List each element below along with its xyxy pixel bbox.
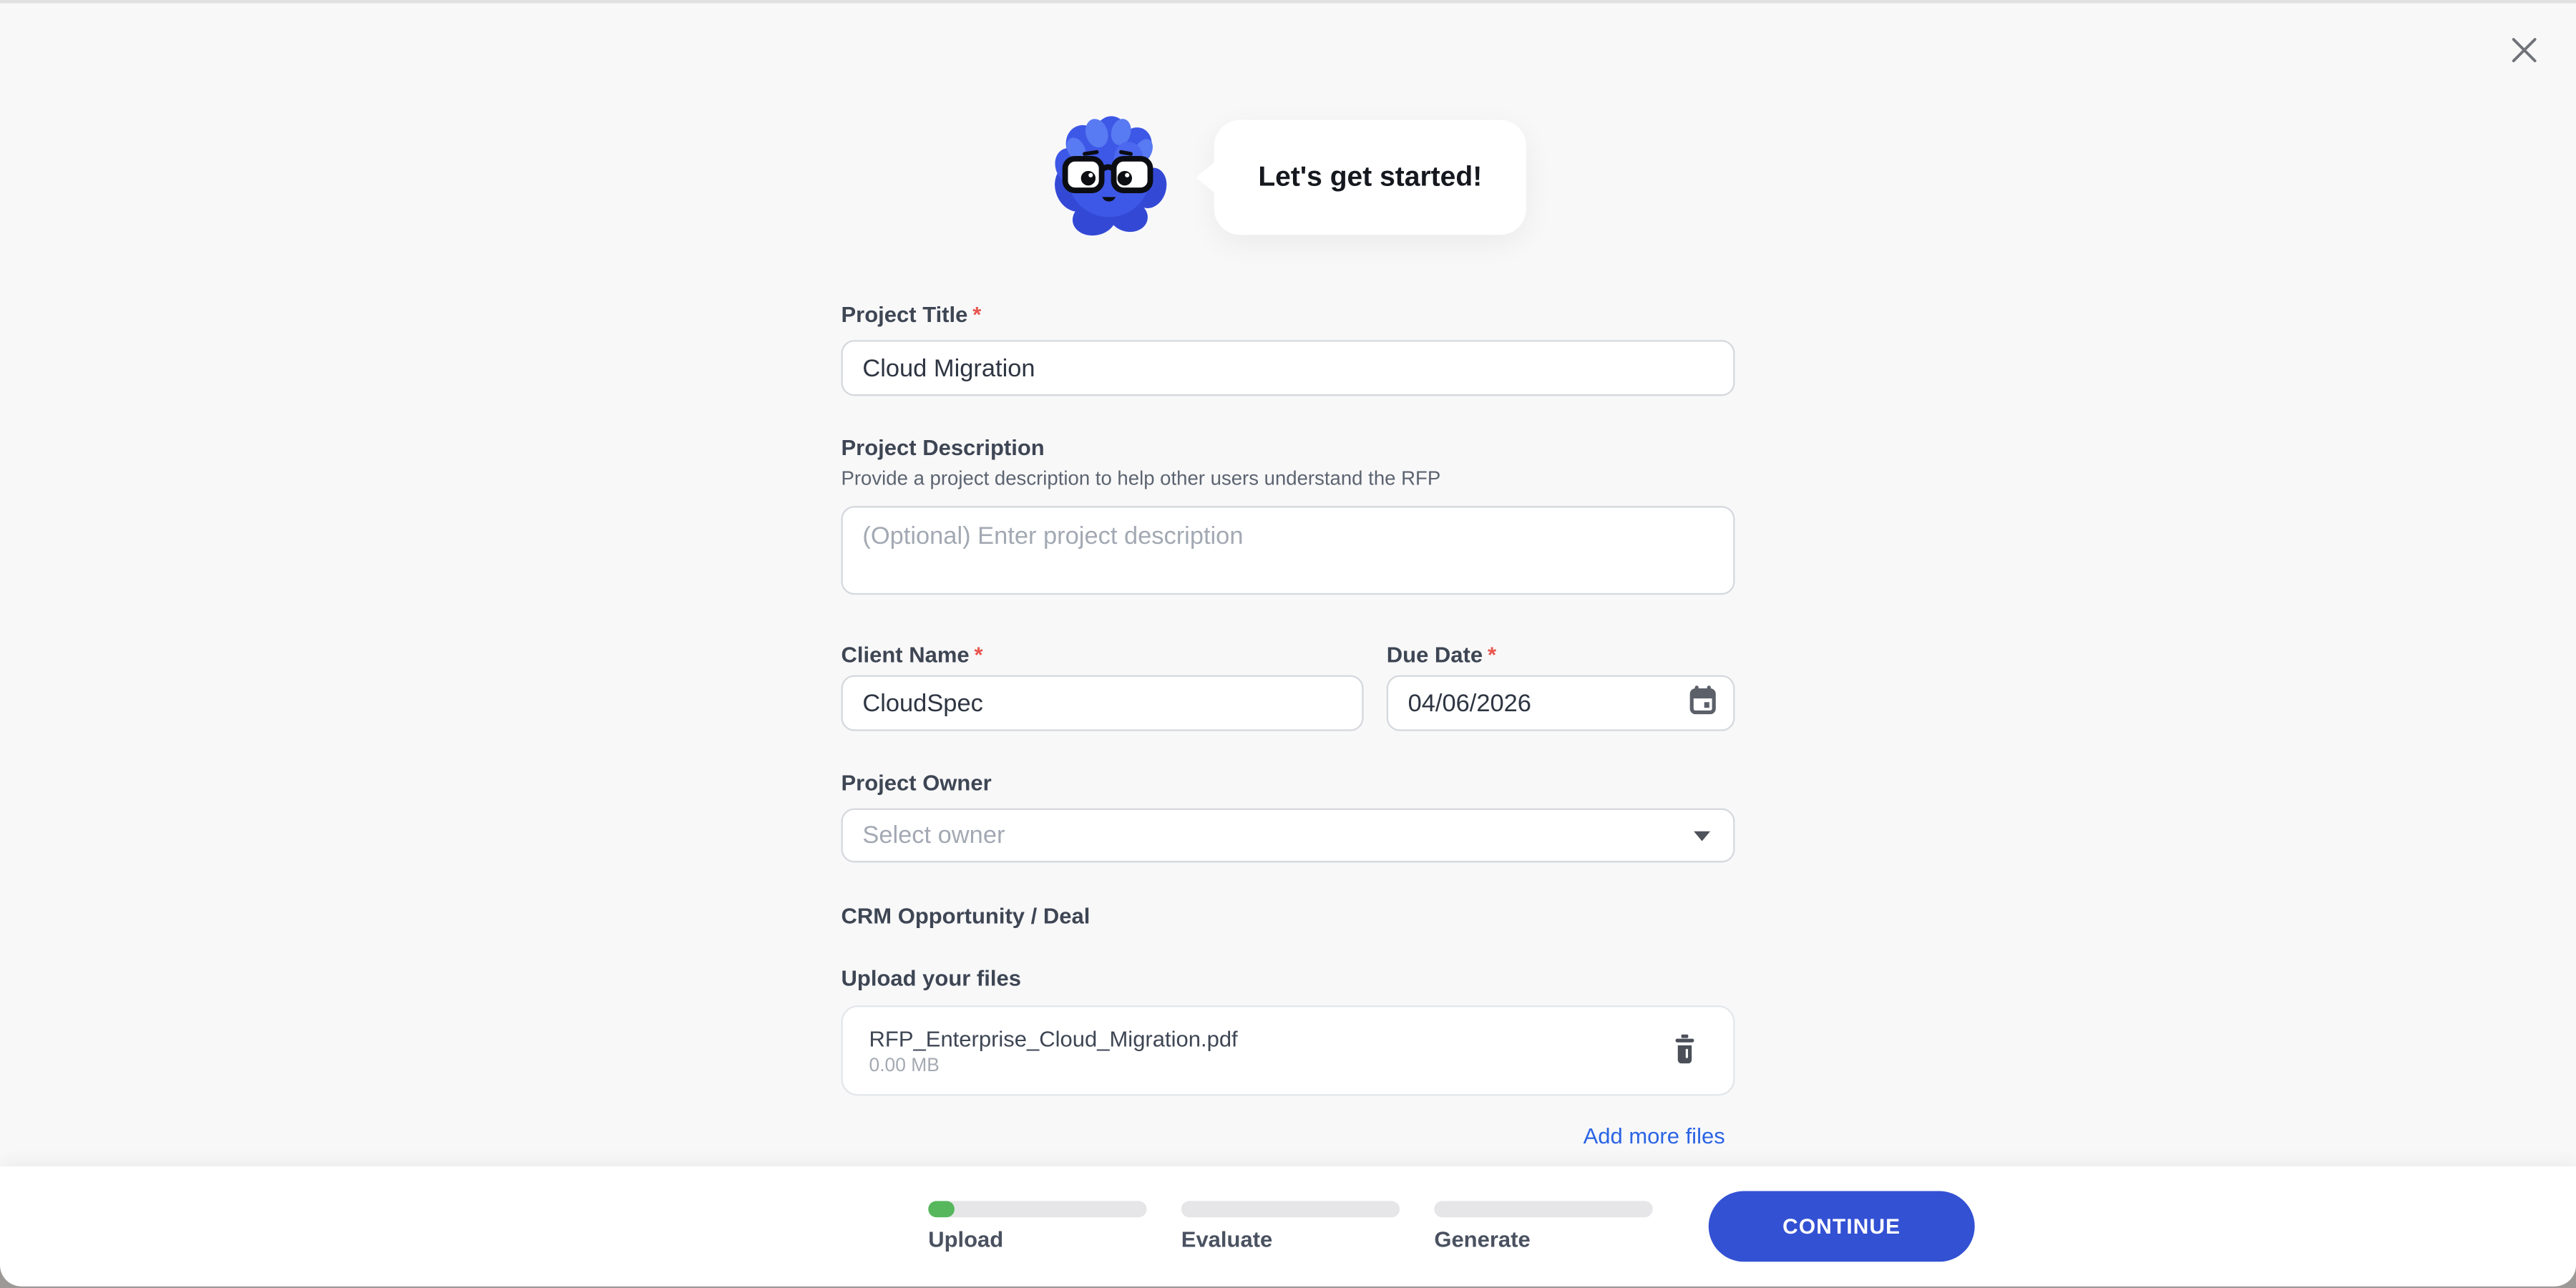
client-name-input[interactable] — [841, 675, 1364, 731]
delete-file-button[interactable] — [1661, 1028, 1707, 1073]
uploaded-file-item: RFP_Enterprise_Cloud_Migration.pdf 0.00 … — [841, 1005, 1735, 1096]
assistant-intro: Let's get started! — [1048, 105, 1526, 248]
project-owner-placeholder: Select owner — [862, 821, 1005, 849]
file-name: RFP_Enterprise_Cloud_Migration.pdf — [869, 1025, 1238, 1051]
close-icon — [2509, 36, 2537, 69]
required-marker: * — [972, 302, 982, 327]
crm-opportunity-label: CRM Opportunity / Deal — [841, 903, 1091, 929]
project-description-label: Project Description — [841, 435, 1045, 460]
step-evaluate-bar — [1181, 1201, 1400, 1218]
project-title-input[interactable] — [841, 340, 1735, 396]
close-button[interactable] — [2494, 23, 2553, 82]
add-more-files-link[interactable]: Add more files — [1583, 1123, 1725, 1148]
greeting-text: Let's get started! — [1258, 160, 1483, 192]
step-generate-label: Generate — [1434, 1227, 1531, 1252]
step-evaluate: Evaluate — [1181, 1201, 1400, 1252]
speech-bubble: Let's get started! — [1196, 119, 1526, 235]
project-description-textarea[interactable] — [841, 506, 1735, 595]
project-owner-select[interactable]: Select owner — [841, 808, 1735, 863]
window-top-edge — [0, 0, 2576, 4]
dialog-footer: Upload Evaluate Generate CONTINUE — [0, 1166, 2576, 1287]
file-meta: RFP_Enterprise_Cloud_Migration.pdf 0.00 … — [869, 1025, 1662, 1077]
chevron-down-icon — [1694, 830, 1711, 841]
mascot-icon — [1048, 105, 1170, 248]
trash-icon — [1670, 1033, 1698, 1069]
project-description-helper: Provide a project description to help ot… — [841, 467, 1441, 490]
upload-files-label: Upload your files — [841, 966, 1021, 991]
project-form: Project Title* Project Description Provi… — [841, 301, 1735, 1151]
step-evaluate-label: Evaluate — [1181, 1227, 1273, 1252]
calendar-icon[interactable] — [1687, 684, 1719, 716]
step-upload-label: Upload — [928, 1227, 1004, 1252]
due-date-label: Due Date * — [1386, 642, 1497, 668]
client-name-label: Client Name * — [841, 642, 983, 668]
file-size: 0.00 MB — [869, 1055, 940, 1075]
required-marker: * — [974, 642, 983, 668]
step-generate: Generate — [1434, 1201, 1653, 1252]
step-upload-progress — [928, 1201, 955, 1218]
due-date-input[interactable] — [1386, 675, 1735, 731]
project-owner-label: Project Owner — [841, 770, 992, 796]
step-upload-bar — [928, 1201, 1147, 1218]
progress-steps: Upload Evaluate Generate — [928, 1201, 1687, 1252]
step-upload: Upload — [928, 1201, 1147, 1252]
continue-button[interactable]: CONTINUE — [1708, 1191, 1975, 1262]
required-marker: * — [1487, 642, 1497, 668]
project-title-label: Project Title * — [841, 302, 982, 327]
step-generate-bar — [1434, 1201, 1653, 1218]
